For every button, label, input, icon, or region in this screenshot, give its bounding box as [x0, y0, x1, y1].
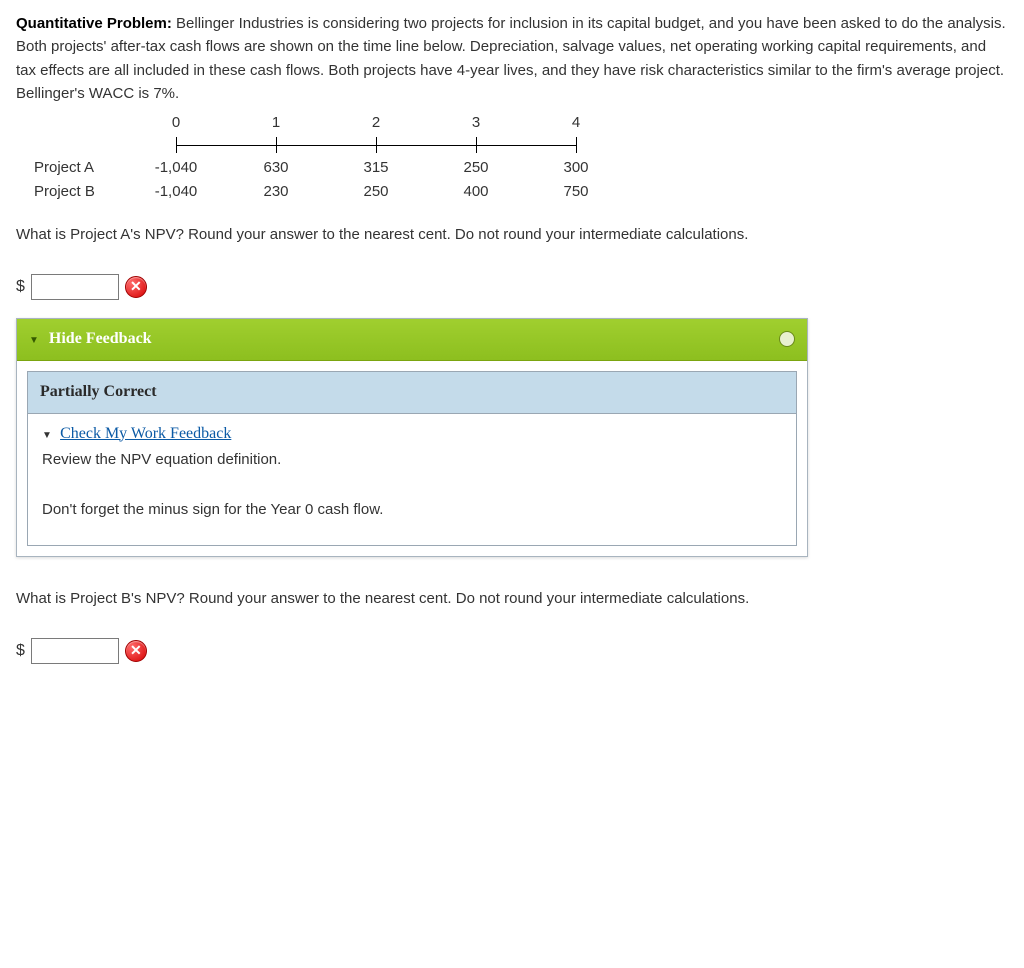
project-b-t1: 230	[226, 180, 326, 203]
project-a-label: Project A	[16, 156, 126, 179]
feedback-line-2: Don't forget the minus sign for the Year…	[42, 498, 782, 521]
collapse-triangle-icon: ▼	[29, 335, 39, 346]
period-0: 0	[126, 111, 226, 134]
project-a-t2: 315	[326, 156, 426, 179]
feedback-line-1: Review the NPV equation definition.	[42, 448, 782, 471]
cash-flow-timeline: 0 1 2 3 4 Project A -1,040 630 315 250 3…	[16, 111, 1008, 203]
incorrect-icon: ✕	[125, 276, 147, 298]
question-a-text: What is Project A's NPV? Round your answ…	[16, 223, 1008, 246]
feedback-toggle-label: Hide Feedback	[49, 330, 152, 347]
project-a-t1: 630	[226, 156, 326, 179]
refresh-icon[interactable]	[779, 331, 795, 347]
cmw-triangle-icon: ▼	[42, 430, 52, 441]
question-b-text: What is Project B's NPV? Round your answ…	[16, 587, 1008, 610]
feedback-inner: Partially Correct ▼ Check My Work Feedba…	[27, 371, 797, 546]
feedback-header[interactable]: ▼ Hide Feedback	[17, 319, 807, 361]
feedback-panel: ▼ Hide Feedback Partially Correct ▼ Chec…	[16, 318, 808, 557]
period-1: 1	[226, 111, 326, 134]
project-a-row: Project A -1,040 630 315 250 300	[16, 156, 1008, 179]
timeline-period-row: 0 1 2 3 4	[16, 111, 1008, 134]
answer-a-input[interactable]	[31, 274, 119, 300]
period-2: 2	[326, 111, 426, 134]
problem-heading: Quantitative Problem:	[16, 15, 172, 32]
project-b-t0: -1,040	[126, 180, 226, 203]
check-my-work-row[interactable]: ▼ Check My Work Feedback	[42, 422, 782, 447]
project-b-t2: 250	[326, 180, 426, 203]
answer-a-row: $ ✕	[16, 274, 1008, 300]
check-my-work-link[interactable]: Check My Work Feedback	[60, 425, 231, 442]
project-b-row: Project B -1,040 230 250 400 750	[16, 180, 1008, 203]
currency-symbol-b: $	[16, 639, 25, 664]
project-a-t0: -1,040	[126, 156, 226, 179]
feedback-status: Partially Correct	[28, 372, 796, 414]
incorrect-icon-b: ✕	[125, 640, 147, 662]
project-b-t4: 750	[526, 180, 626, 203]
problem-statement: Quantitative Problem: Bellinger Industri…	[16, 12, 1008, 105]
answer-b-input[interactable]	[31, 638, 119, 664]
answer-b-row: $ ✕	[16, 638, 1008, 664]
period-4: 4	[526, 111, 626, 134]
project-b-t3: 400	[426, 180, 526, 203]
timeline-axis	[126, 134, 1008, 156]
project-a-t3: 250	[426, 156, 526, 179]
period-3: 3	[426, 111, 526, 134]
project-b-label: Project B	[16, 180, 126, 203]
project-a-t4: 300	[526, 156, 626, 179]
currency-symbol-a: $	[16, 275, 25, 300]
